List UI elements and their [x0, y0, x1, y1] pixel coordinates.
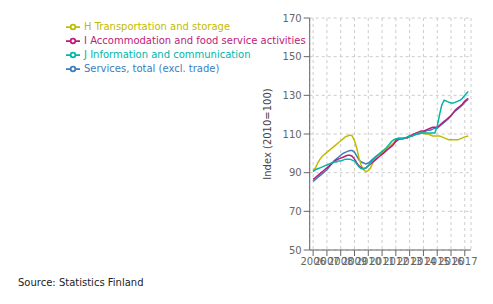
html-text:I Accommodation and food servi: I Accommodation and food service activit… — [84, 35, 306, 46]
svg-text:2017: 2017 — [452, 256, 477, 267]
svg-text:130: 130 — [283, 90, 302, 101]
svg-text:2006: 2006 — [300, 256, 326, 268]
svg-text:2015: 2015 — [424, 256, 450, 268]
svg-text:150: 150 — [283, 51, 302, 62]
svg-text:110: 110 — [283, 129, 302, 140]
html-text:Source: Statistics Finland: Source: Statistics Finland — [18, 277, 144, 288]
svg-text:2016: 2016 — [438, 256, 464, 268]
svg-text:90: 90 — [289, 167, 302, 178]
svg-text:Index (2010=100): Index (2010=100) — [262, 88, 273, 180]
html-text:Services, total (excl. trade): Services, total (excl. trade) — [84, 63, 220, 74]
svg-text:50: 50 — [289, 245, 302, 256]
svg-text:2012: 2012 — [383, 256, 409, 268]
svg-text:2014: 2014 — [410, 256, 437, 268]
svg-text:2008: 2008 — [328, 256, 354, 268]
svg-text:2013: 2013 — [396, 256, 423, 268]
svg-text:2009: 2009 — [341, 256, 368, 268]
svg-text:2007: 2007 — [314, 256, 340, 268]
svg-text:2010: 2010 — [355, 256, 381, 268]
svg-text:170: 170 — [283, 13, 302, 24]
html-text:H Transportation and storage: H Transportation and storage — [84, 21, 231, 32]
svg-text:70: 70 — [289, 206, 302, 217]
svg-text:2011: 2011 — [369, 256, 395, 268]
html-text:J Information and communicatio: J Information and communication — [84, 49, 251, 60]
